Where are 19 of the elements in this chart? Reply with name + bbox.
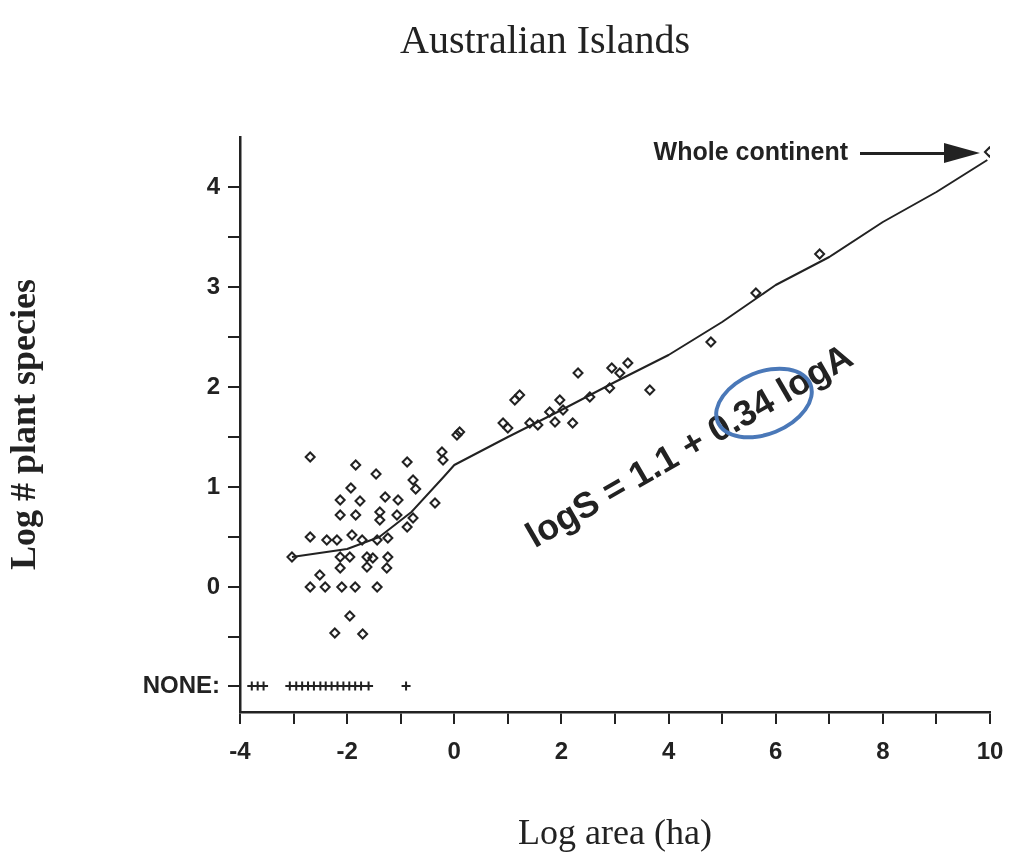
y-tick-label: 3 [206, 271, 220, 299]
y-axis-title: Log # plant species [2, 278, 43, 571]
annotation: Whole continent [653, 136, 849, 165]
chart-title: Australian Islands [400, 16, 690, 62]
x-tick-label: 10 [976, 737, 1004, 765]
y-tick-label: 2 [206, 371, 220, 399]
x-tick-label: 0 [447, 737, 461, 765]
x-axis-title: Log area (ha) [518, 811, 712, 852]
y-tick-label: 4 [206, 171, 221, 199]
y-tick-label: 1 [206, 471, 220, 499]
y-tick-label: NONE: [142, 670, 220, 698]
x-tick-label: 8 [876, 737, 890, 765]
y-tick-label: 0 [206, 571, 220, 599]
x-tick-label: 4 [661, 737, 676, 765]
annotation: logS = 1.1 + 0.34 logA [518, 335, 860, 556]
x-tick-label: -4 [229, 737, 252, 765]
x-tick-label: 6 [769, 737, 783, 765]
x-tick-label: 2 [554, 737, 569, 765]
x-tick-label: -2 [336, 737, 358, 765]
